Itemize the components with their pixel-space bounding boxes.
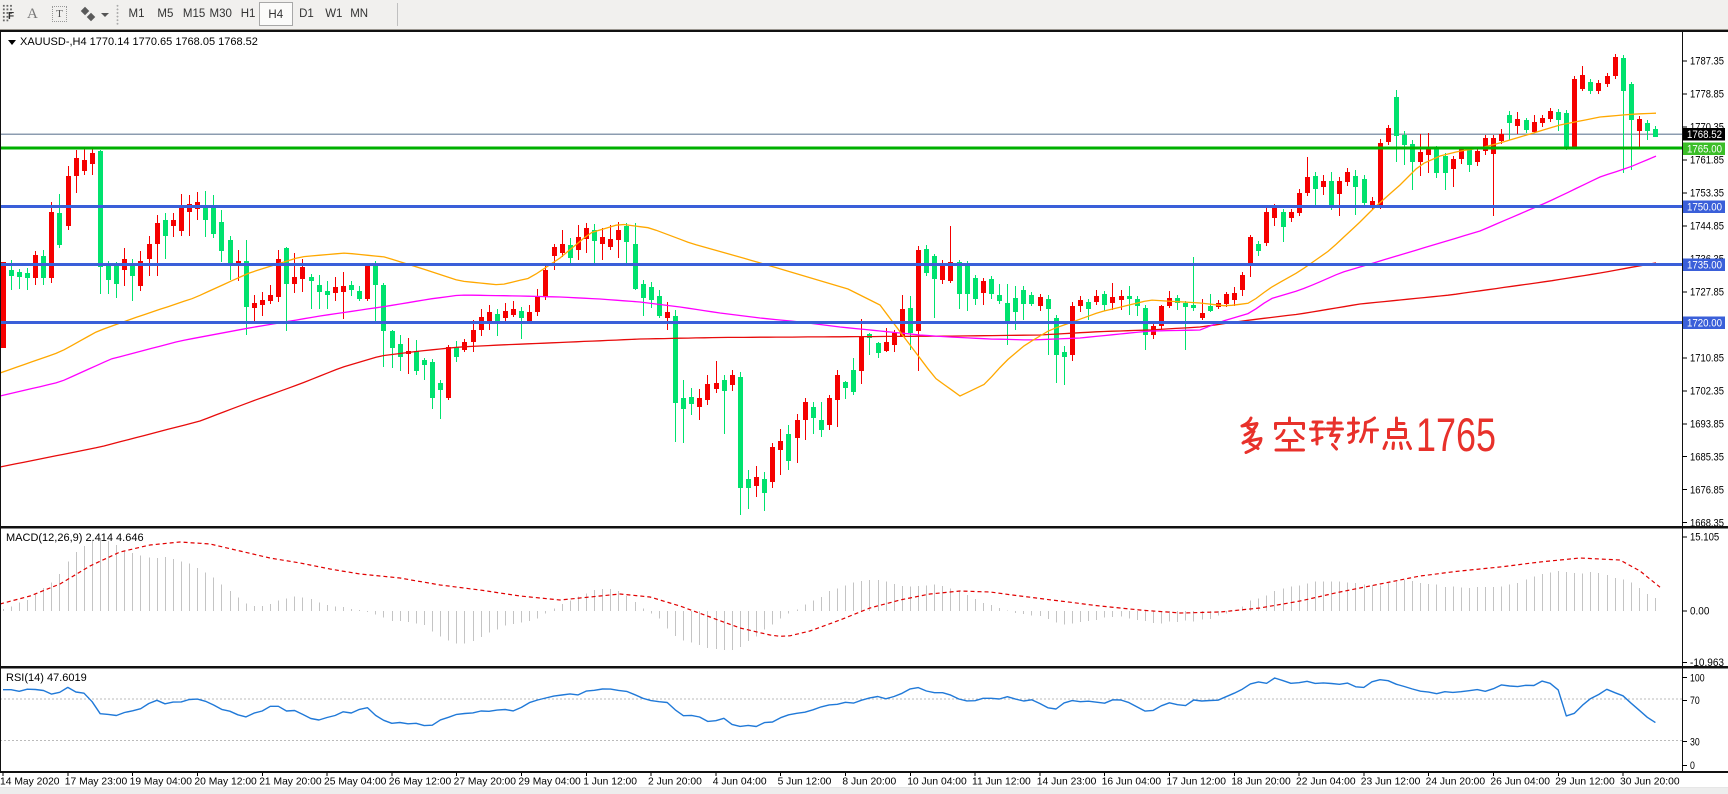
svg-text:30 Jun 20:00: 30 Jun 20:00 bbox=[1620, 777, 1680, 788]
svg-text:8 Jun 20:00: 8 Jun 20:00 bbox=[842, 777, 896, 788]
svg-text:XAUUSD-,H4 1770.14 1770.65 17: XAUUSD-,H4 1770.14 1770.65 1768.05 1768.… bbox=[20, 36, 258, 48]
svg-text:15.105: 15.105 bbox=[1690, 532, 1719, 544]
svg-text:1753.35: 1753.35 bbox=[1690, 188, 1724, 200]
svg-text:18 Jun 20:00: 18 Jun 20:00 bbox=[1231, 777, 1291, 788]
svg-text:2 Jun 20:00: 2 Jun 20:00 bbox=[648, 777, 702, 788]
svg-text:16 Jun 04:00: 16 Jun 04:00 bbox=[1102, 777, 1162, 788]
svg-text:26 May 12:00: 26 May 12:00 bbox=[389, 777, 452, 788]
svg-text:25 May 04:00: 25 May 04:00 bbox=[324, 777, 387, 788]
svg-text:-10.963: -10.963 bbox=[1690, 657, 1724, 669]
svg-text:1765: 1765 bbox=[1416, 408, 1496, 461]
svg-text:1765.00: 1765.00 bbox=[1687, 143, 1722, 155]
svg-text:22 Jun 04:00: 22 Jun 04:00 bbox=[1296, 777, 1356, 788]
svg-text:27 May 20:00: 27 May 20:00 bbox=[454, 777, 517, 788]
svg-text:21 May 20:00: 21 May 20:00 bbox=[259, 777, 322, 788]
svg-text:11 Jun 12:00: 11 Jun 12:00 bbox=[972, 777, 1031, 788]
svg-text:14 May 2020: 14 May 2020 bbox=[0, 777, 60, 788]
svg-text:1750.00: 1750.00 bbox=[1687, 202, 1722, 214]
svg-text:4 Jun 04:00: 4 Jun 04:00 bbox=[713, 777, 767, 788]
svg-text:14 Jun 23:00: 14 Jun 23:00 bbox=[1037, 777, 1097, 788]
svg-text:10 Jun 04:00: 10 Jun 04:00 bbox=[907, 777, 967, 788]
svg-text:1702.35: 1702.35 bbox=[1690, 386, 1724, 398]
svg-text:1676.85: 1676.85 bbox=[1690, 484, 1724, 496]
svg-text:1720.00: 1720.00 bbox=[1687, 318, 1722, 330]
svg-text:26 Jun 04:00: 26 Jun 04:00 bbox=[1490, 777, 1550, 788]
svg-text:17 Jun 12:00: 17 Jun 12:00 bbox=[1166, 777, 1226, 788]
svg-text:1744.85: 1744.85 bbox=[1690, 221, 1724, 233]
svg-text:1 Jun 12:00: 1 Jun 12:00 bbox=[583, 777, 637, 788]
svg-text:1668.35: 1668.35 bbox=[1690, 517, 1724, 529]
svg-text:70: 70 bbox=[1690, 695, 1700, 707]
svg-text:0.00: 0.00 bbox=[1690, 606, 1709, 618]
svg-text:5 Jun 12:00: 5 Jun 12:00 bbox=[778, 777, 832, 788]
svg-text:1727.85: 1727.85 bbox=[1690, 287, 1724, 299]
svg-text:24 Jun 20:00: 24 Jun 20:00 bbox=[1426, 777, 1486, 788]
svg-text:1735.00: 1735.00 bbox=[1687, 260, 1722, 272]
svg-text:29 May 04:00: 29 May 04:00 bbox=[518, 777, 581, 788]
svg-text:MACD(12,26,9) 2.414 4.646: MACD(12,26,9) 2.414 4.646 bbox=[6, 532, 144, 544]
svg-text:1685.35: 1685.35 bbox=[1690, 451, 1724, 463]
svg-text:100: 100 bbox=[1690, 672, 1705, 684]
svg-text:17 May 23:00: 17 May 23:00 bbox=[65, 777, 128, 788]
svg-text:19 May 04:00: 19 May 04:00 bbox=[130, 777, 193, 788]
svg-text:1710.85: 1710.85 bbox=[1690, 353, 1724, 365]
svg-text:1768.52: 1768.52 bbox=[1687, 129, 1722, 141]
svg-text:29 Jun 12:00: 29 Jun 12:00 bbox=[1555, 777, 1615, 788]
svg-text:RSI(14) 47.6019: RSI(14) 47.6019 bbox=[6, 672, 87, 684]
svg-text:1778.85: 1778.85 bbox=[1690, 89, 1724, 101]
svg-text:0: 0 bbox=[1690, 760, 1695, 772]
svg-text:1787.35: 1787.35 bbox=[1690, 56, 1724, 68]
svg-text:23 Jun 12:00: 23 Jun 12:00 bbox=[1361, 777, 1421, 788]
svg-text:20 May 12:00: 20 May 12:00 bbox=[194, 777, 257, 788]
svg-text:1761.85: 1761.85 bbox=[1690, 155, 1724, 167]
svg-text:1693.85: 1693.85 bbox=[1690, 419, 1724, 431]
svg-text:30: 30 bbox=[1690, 736, 1700, 748]
